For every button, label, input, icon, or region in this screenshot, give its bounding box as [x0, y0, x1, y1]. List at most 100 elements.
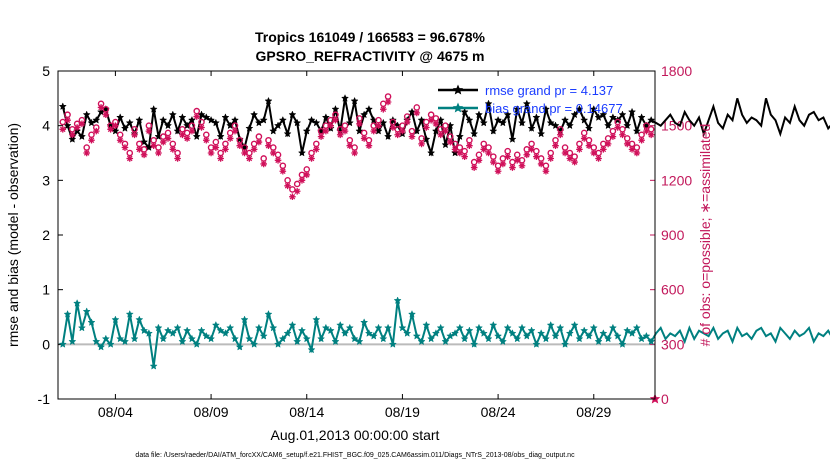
data-point-obs-assimilated: [346, 142, 354, 150]
data-point-obs-assimilated: [188, 127, 196, 135]
data-point-bias: [130, 334, 139, 343]
data-point-bias: [140, 326, 149, 335]
data-point-obs-assimilated: [145, 127, 153, 135]
data-point-rmse: [216, 132, 225, 141]
x-tick-label: 08/19: [385, 404, 420, 420]
data-point-obs-assimilated: [131, 131, 138, 139]
data-point-rmse: [245, 124, 254, 132]
data-point-obs-assimilated: [202, 136, 210, 144]
data-point-bias: [551, 331, 560, 340]
data-point-obs-assimilated: [356, 120, 363, 128]
data-point-bias: [561, 340, 570, 348]
data-point-obs-assimilated: [580, 135, 588, 142]
data-point-bias: [216, 326, 225, 335]
data-point-bias: [187, 334, 196, 343]
data-point-obs-assimilated: [418, 140, 425, 148]
data-point-bias: [388, 340, 397, 348]
data-point-bias: [379, 334, 388, 343]
y-right-tick-label: 900: [661, 227, 685, 243]
data-point-obs-assimilated: [265, 142, 272, 150]
data-point-obs-assimilated: [643, 127, 650, 135]
data-point-rmse: [532, 113, 541, 121]
y-axis-label-left: rmse and bias (model - observation): [5, 123, 21, 347]
data-point-obs-assimilated: [308, 155, 315, 162]
data-point-rmse: [259, 115, 268, 124]
data-point-rmse: [498, 118, 507, 127]
data-point-bias: [494, 331, 503, 340]
data-point-bias: [178, 337, 187, 346]
data-point-obs-assimilated: [226, 135, 234, 142]
data-point-obs-assimilated: [88, 136, 95, 144]
data-point-bias: [68, 337, 77, 346]
data-point-bias: [312, 315, 321, 324]
data-point-bias: [135, 315, 144, 324]
data-point-rmse: [565, 121, 574, 130]
data-point-rmse: [551, 121, 560, 130]
data-point-rmse: [135, 115, 144, 124]
data-point-rmse: [235, 135, 244, 143]
data-point-bias: [77, 323, 86, 332]
data-point-rmse: [82, 110, 91, 119]
data-point-rmse: [455, 132, 464, 141]
data-point-bias: [235, 342, 244, 351]
data-point-bias: [556, 323, 565, 332]
data-point-obs-assimilated: [566, 155, 574, 162]
data-point-obs-assimilated: [332, 116, 339, 124]
data-point-bias: [508, 329, 517, 337]
data-point-rmse: [120, 124, 130, 132]
data-point-rmse: [460, 107, 469, 116]
data-point-rmse: [470, 129, 479, 138]
data-point-rmse: [58, 102, 67, 110]
y-left-tick-label: 3: [42, 172, 50, 188]
data-point-rmse: [522, 99, 531, 108]
data-point-rmse: [384, 132, 393, 141]
data-point-obs-assimilated: [121, 144, 129, 151]
data-point-bias: [642, 331, 651, 340]
data-point-bias: [527, 326, 536, 335]
data-point-bias: [264, 310, 273, 318]
data-point-obs-assimilated: [379, 105, 387, 113]
chart-title-line1: Tropics 161049 / 166583 = 96.678%: [255, 29, 486, 45]
legend-marker: [452, 102, 464, 113]
x-tick-label: 08/14: [289, 404, 324, 420]
data-point-obs-assimilated: [207, 149, 215, 157]
data-point-obs-assimilated: [78, 120, 86, 128]
data-point-obs-assimilated: [394, 131, 401, 139]
data-point-bias: [250, 340, 259, 348]
data-point-rmse: [283, 129, 292, 138]
data-point-obs-assimilated: [327, 122, 334, 129]
data-point-obs-assimilated: [126, 155, 134, 162]
data-point-obs-assimilated: [365, 142, 373, 150]
data-point-obs-assimilated: [164, 135, 172, 142]
data-point-bias: [149, 361, 158, 370]
data-point-rmse: [288, 110, 297, 119]
y-left-tick-label: 2: [42, 227, 50, 243]
data-point-rmse: [618, 110, 627, 119]
data-point-rmse: [608, 113, 617, 121]
data-point-rmse: [584, 124, 594, 132]
data-point-bias: [503, 323, 512, 332]
data-point-bias: [608, 323, 617, 332]
data-point-bias: [211, 320, 220, 329]
series-layer: [58, 93, 830, 404]
data-point-rmse: [474, 110, 484, 119]
data-point-obs-assimilated: [389, 124, 397, 131]
data-point-rmse: [168, 110, 177, 119]
data-point-obs-assimilated: [274, 156, 282, 164]
data-point-bias: [317, 334, 326, 343]
data-point-rmse: [77, 132, 86, 141]
data-point-rmse: [494, 115, 503, 124]
data-point-obs-assimilated: [432, 120, 440, 128]
data-point-bias: [120, 337, 130, 346]
data-point-bias: [207, 334, 216, 343]
data-point-bias: [474, 323, 484, 332]
data-file-footnote: data file: /Users/raeder/DAI/ATM_forcXX/…: [135, 452, 575, 459]
x-axis-label: Aug.01,2013 00:00:00 start: [271, 427, 440, 443]
data-point-bias: [82, 307, 91, 315]
data-point-obs-assimilated: [499, 160, 507, 168]
data-point-obs-assimilated: [313, 146, 320, 153]
y-left-tick-label: 5: [42, 63, 50, 79]
data-point-obs-assimilated: [255, 138, 263, 146]
data-point-rmse: [350, 96, 359, 105]
x-tick-label: 08/04: [98, 404, 133, 420]
